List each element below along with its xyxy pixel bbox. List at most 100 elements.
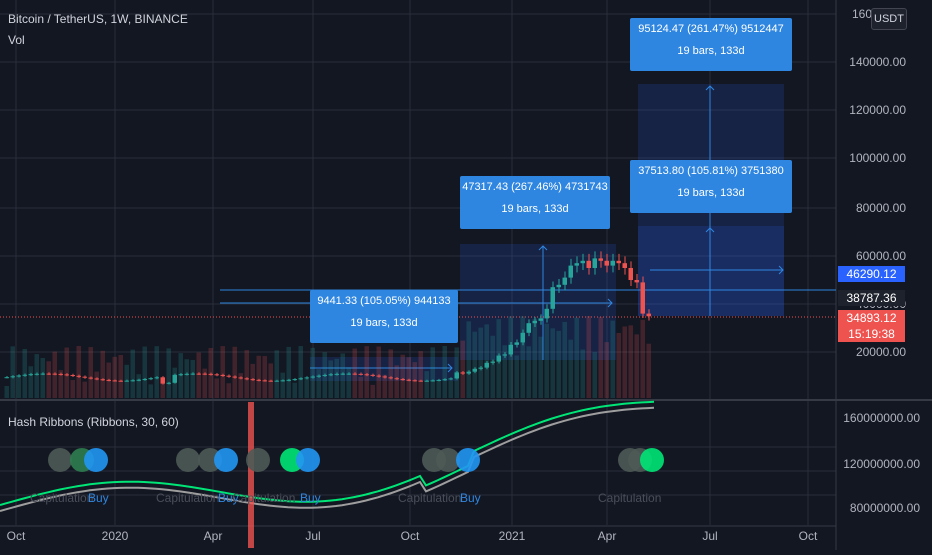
candle-body <box>376 375 381 377</box>
volume-bar <box>376 346 381 398</box>
volume-bar <box>238 373 243 398</box>
volume-bar <box>388 349 393 398</box>
volume-bar <box>202 368 207 398</box>
buy-label: Buy <box>88 491 109 505</box>
volume-bar <box>10 346 15 398</box>
volume-bar <box>496 319 501 398</box>
volume-bar <box>214 378 219 398</box>
volume-bar <box>28 366 33 398</box>
candle-body <box>382 376 387 378</box>
signal-circle <box>214 448 238 472</box>
volume-bar <box>130 349 135 398</box>
candle-body <box>298 378 303 380</box>
volume-bar <box>646 343 651 398</box>
candle-body <box>634 280 639 283</box>
volume-bar <box>562 321 567 398</box>
arrow <box>650 265 784 275</box>
volume-bar <box>310 347 315 398</box>
volume-bar <box>550 328 555 398</box>
measure-box <box>638 226 784 316</box>
volume-bar <box>352 348 357 398</box>
candle-body <box>316 375 321 377</box>
volume-bar <box>178 353 183 398</box>
candle-body <box>622 263 627 268</box>
indicator-title: Hash Ribbons (Ribbons, 30, 60) <box>8 415 179 429</box>
volume-bar <box>634 334 639 398</box>
capitulation-label: Capitulation <box>232 491 295 505</box>
volume-bar <box>490 335 495 398</box>
volume-bar <box>250 363 255 398</box>
price-tag-countdown: 15:19:38 <box>838 326 905 342</box>
candle-body <box>268 380 273 382</box>
volume-bar <box>484 324 489 398</box>
candle-body <box>118 380 123 382</box>
volume-bar <box>604 342 609 398</box>
time-axis-label: Oct <box>799 529 818 543</box>
candle-body <box>466 371 471 374</box>
candle-body <box>40 373 45 375</box>
candle-body <box>520 332 525 343</box>
candle-body <box>340 373 345 375</box>
candle-body <box>94 378 99 380</box>
volume-bar <box>304 378 309 398</box>
volume-bar <box>52 351 57 398</box>
currency-button[interactable]: USDT <box>871 8 907 30</box>
candle-body <box>562 277 567 285</box>
candle-body <box>88 377 93 379</box>
candle-body <box>550 287 555 309</box>
candle-body <box>124 380 129 382</box>
volume-bar <box>334 358 339 398</box>
price-tag-mid: 38787.36 <box>838 290 905 306</box>
volume-bar <box>22 348 27 398</box>
volume-bar <box>106 362 111 398</box>
volume-bar <box>76 346 81 398</box>
candle-body <box>286 379 291 381</box>
candle-body <box>166 382 171 384</box>
volume-bar <box>232 346 237 398</box>
volume-bar <box>208 348 213 398</box>
candle-body <box>112 380 117 382</box>
volume-bar <box>244 350 249 398</box>
candle-body <box>640 282 645 314</box>
capitulation-label: Capitulation <box>156 491 219 505</box>
candle-body <box>142 379 147 381</box>
volume-bar <box>172 367 177 398</box>
signal-circle <box>48 448 72 472</box>
price-axis-label: 60000.00 <box>856 249 906 263</box>
volume-bar <box>286 346 291 398</box>
volume-bar <box>610 320 615 398</box>
candle-body <box>532 320 537 324</box>
candle-body <box>46 373 51 375</box>
volume-bar <box>586 316 591 398</box>
price-tag-last: 34893.12 <box>838 310 905 326</box>
signal-circle <box>640 448 664 472</box>
volume-bar <box>616 333 621 398</box>
price-axis-label: 80000.00 <box>856 201 906 215</box>
buy-label: Buy <box>300 491 321 505</box>
buy-label: Buy <box>218 491 239 505</box>
volume-bar <box>328 360 333 398</box>
volume-bar <box>628 325 633 398</box>
price-axis-label: 100000.00 <box>849 151 906 165</box>
candle-body <box>274 380 279 382</box>
volume-bar <box>262 356 267 398</box>
candle-body <box>328 374 333 376</box>
candle-body <box>280 380 285 382</box>
candle-body <box>190 373 195 375</box>
volume-bar <box>298 346 303 398</box>
volume-bar <box>346 367 351 398</box>
arrow <box>310 363 453 373</box>
candle-body <box>436 379 441 381</box>
candle-body <box>160 377 165 384</box>
volume-bar <box>256 355 261 398</box>
volume-bar <box>112 356 117 398</box>
measure-label-3: 37513.80 (105.81%) 3751380 19 bars, 133d <box>630 160 792 213</box>
time-axis-label: Jul <box>702 529 717 543</box>
measure-label-4: 95124.47 (261.47%) 9512447 19 bars, 133d <box>630 18 792 71</box>
candle-body <box>442 379 447 381</box>
volume-bar <box>424 371 429 398</box>
candle-body <box>34 373 39 375</box>
candle-body <box>70 375 75 377</box>
